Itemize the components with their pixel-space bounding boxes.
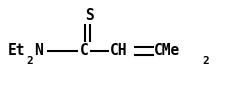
Text: CH: CH bbox=[110, 43, 127, 58]
Text: C: C bbox=[79, 43, 88, 58]
Text: CMe: CMe bbox=[154, 43, 180, 58]
Text: S: S bbox=[84, 8, 93, 23]
Text: N: N bbox=[34, 43, 43, 58]
Text: 2: 2 bbox=[26, 56, 33, 66]
Text: 2: 2 bbox=[202, 56, 208, 66]
Text: Et: Et bbox=[8, 43, 25, 58]
